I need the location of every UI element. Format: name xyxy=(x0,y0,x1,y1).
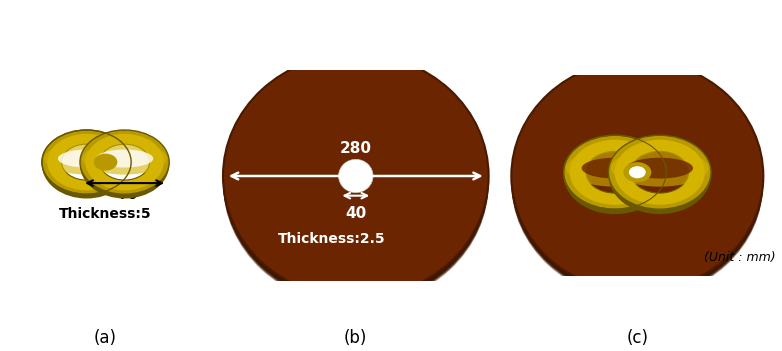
Ellipse shape xyxy=(42,131,131,199)
Text: Thickness:2.5: Thickness:2.5 xyxy=(278,232,385,246)
Ellipse shape xyxy=(82,143,167,174)
Ellipse shape xyxy=(511,63,763,294)
Text: 280: 280 xyxy=(340,141,371,156)
Ellipse shape xyxy=(62,144,112,180)
Ellipse shape xyxy=(99,144,149,180)
Ellipse shape xyxy=(623,162,651,182)
Ellipse shape xyxy=(611,150,708,187)
Ellipse shape xyxy=(96,150,153,167)
Ellipse shape xyxy=(586,151,644,193)
Ellipse shape xyxy=(626,158,693,179)
Ellipse shape xyxy=(511,67,763,299)
Ellipse shape xyxy=(85,134,164,190)
Ellipse shape xyxy=(511,66,763,298)
Ellipse shape xyxy=(564,137,666,214)
Ellipse shape xyxy=(566,150,664,187)
Text: (c): (c) xyxy=(626,330,648,347)
Ellipse shape xyxy=(47,134,126,190)
Ellipse shape xyxy=(631,151,689,193)
Ellipse shape xyxy=(42,130,131,194)
Ellipse shape xyxy=(223,56,489,300)
Ellipse shape xyxy=(511,64,763,296)
Ellipse shape xyxy=(223,60,489,304)
Ellipse shape xyxy=(80,131,169,199)
Ellipse shape xyxy=(223,61,489,305)
Text: (b): (b) xyxy=(344,330,368,347)
Ellipse shape xyxy=(223,57,489,301)
Ellipse shape xyxy=(608,137,711,214)
Text: (Unit : mm): (Unit : mm) xyxy=(704,251,776,264)
Text: 40: 40 xyxy=(345,206,367,221)
Ellipse shape xyxy=(223,59,489,304)
Ellipse shape xyxy=(223,58,489,302)
Ellipse shape xyxy=(511,60,763,292)
Ellipse shape xyxy=(608,135,711,209)
Ellipse shape xyxy=(570,140,660,205)
Ellipse shape xyxy=(94,154,117,171)
Text: Thickness:5: Thickness:5 xyxy=(59,207,152,221)
Ellipse shape xyxy=(80,130,169,194)
Text: 70: 70 xyxy=(118,188,138,202)
Ellipse shape xyxy=(223,62,489,306)
Ellipse shape xyxy=(223,54,489,298)
Ellipse shape xyxy=(511,65,763,297)
Ellipse shape xyxy=(44,143,129,174)
Ellipse shape xyxy=(339,159,373,193)
Ellipse shape xyxy=(582,158,648,179)
Ellipse shape xyxy=(615,140,705,205)
Ellipse shape xyxy=(223,58,489,303)
Ellipse shape xyxy=(511,64,763,295)
Ellipse shape xyxy=(629,166,646,178)
Ellipse shape xyxy=(511,62,763,294)
Ellipse shape xyxy=(58,150,115,167)
Text: (a): (a) xyxy=(94,330,117,347)
Ellipse shape xyxy=(564,135,666,209)
Ellipse shape xyxy=(511,67,763,299)
